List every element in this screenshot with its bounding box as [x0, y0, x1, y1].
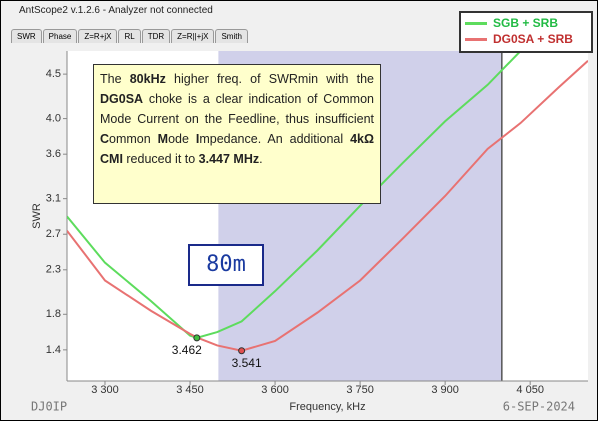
note-text: reduced it to [122, 152, 199, 166]
x-tick-label: 3 750 [346, 384, 374, 396]
note-text: choke is a clear indication of Common Mo… [100, 92, 374, 126]
marker [238, 347, 246, 355]
y-tick-label: 4.0 [46, 113, 61, 125]
legend-label: SGB + SRB [493, 16, 559, 30]
y-tick-label: 2.3 [46, 264, 61, 276]
legend-swatch [465, 22, 487, 25]
callsign: DJ0IP [31, 400, 67, 414]
legend-swatch [465, 38, 487, 41]
note-text: C [100, 132, 110, 146]
y-tick-label: 2.7 [46, 228, 61, 240]
note-text: 4kΩ CMI [100, 132, 374, 166]
note-text: higher freq. of SWRmin with the [165, 72, 374, 86]
series-line [67, 51, 522, 339]
band-label: 80m [188, 244, 264, 286]
tab[interactable]: RL [118, 29, 141, 43]
tab[interactable]: TDR [141, 29, 171, 43]
tab-bar: SWR Phase Z=R+jX RL TDR Z=R||+jX Smith [11, 29, 249, 43]
window-title: AntScope2 v.1.2.6 - Analyzer not connect… [19, 5, 213, 16]
note-text: 80kHz [129, 72, 166, 86]
y-tick-label: 1.8 [46, 308, 61, 320]
note-text: ommon [109, 132, 158, 146]
x-tick-label: 3 450 [176, 384, 204, 396]
note-text: mpedance. An additional [199, 132, 351, 146]
legend-entry: SGB + SRB [465, 16, 559, 30]
note-text: M [157, 132, 169, 146]
tab[interactable]: Z=R||+jX [171, 29, 215, 43]
tab[interactable]: Smith [215, 29, 248, 43]
y-axis-label: SWR [31, 203, 43, 229]
tab[interactable]: SWR [11, 29, 42, 43]
x-tick-label: 3 300 [91, 384, 119, 396]
legend-label: DG0SA + SRB [493, 32, 573, 46]
note-text: ode [168, 132, 196, 146]
y-tick-label: 1.4 [46, 344, 61, 356]
x-tick-label: 3 900 [431, 384, 459, 396]
y-tick-label: 4.5 [46, 68, 61, 80]
y-tick-label: 3.1 [46, 193, 61, 205]
annotation-box: The 80kHz higher freq. of SWRmin with th… [93, 64, 381, 204]
y-tick-label: 3.6 [46, 148, 61, 160]
x-axis-label: Frequency, kHz [289, 401, 365, 413]
legend: SGB + SRB DG0SA + SRB [459, 11, 593, 53]
note-text: DG0SA [100, 92, 144, 106]
marker [193, 334, 201, 342]
tab[interactable]: Phase [42, 29, 78, 43]
note-text: I [195, 132, 200, 146]
marker-label: 3.462 [172, 343, 202, 357]
legend-entry: DG0SA + SRB [465, 32, 573, 46]
marker-label: 3.541 [232, 356, 262, 370]
note-text: 3.447 MHz [198, 152, 260, 166]
note-text: . [259, 152, 263, 166]
note-text: The [100, 72, 130, 86]
series-line [67, 60, 588, 352]
tab[interactable]: Z=R+jX [78, 29, 118, 43]
x-tick-label: 4 050 [516, 384, 544, 396]
x-tick-label: 3 600 [261, 384, 289, 396]
date: 6-SEP-2024 [503, 400, 575, 414]
